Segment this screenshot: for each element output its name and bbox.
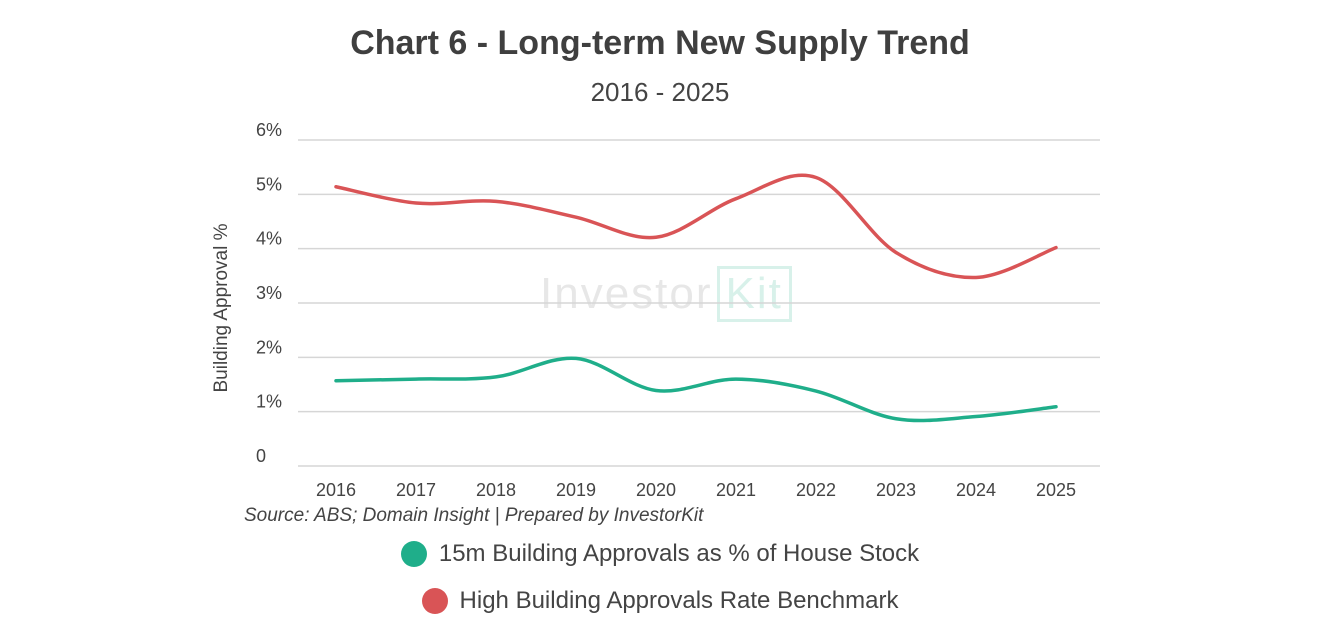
x-tick-label: 2017: [396, 480, 436, 500]
legend-item-series-1: 15m Building Approvals as % of House Sto…: [0, 540, 1320, 568]
chart-title: Chart 6 - Long-term New Supply Trend: [350, 24, 970, 62]
y-tick-label: 3%: [256, 283, 282, 303]
x-tick-label: 2016: [316, 480, 356, 500]
legend-marker-series-1: [400, 541, 427, 567]
x-tick-label: 2018: [476, 480, 516, 500]
y-tick-label: 5%: [256, 174, 282, 194]
y-tick-label: 2%: [256, 337, 282, 357]
series-line-1: [334, 356, 1058, 423]
legend-marker-series-2: [421, 588, 448, 614]
gridlines: [298, 139, 1100, 467]
investorkit-watermark: Investor Kit: [540, 266, 792, 322]
legend-label-series-1: 15m Building Approvals as % of House Sto…: [438, 540, 920, 567]
x-tick-label: 2022: [796, 480, 836, 500]
y-tick-label: 4%: [256, 229, 282, 249]
y-axis-label: Building Approval %: [211, 223, 232, 393]
x-tick-label: 2019: [556, 480, 596, 500]
legend-label-series-2: High Building Approvals Rate Benchmark: [459, 587, 899, 614]
chart-subtitle: 2016 - 2025: [590, 77, 730, 107]
legend-item-series-2: High Building Approvals Rate Benchmark: [0, 587, 1320, 615]
source-note: Source: ABS; Domain Insight | Prepared b…: [244, 505, 704, 526]
y-tick-label: 0: [256, 446, 266, 466]
y-tick-labels: 0 1% 2% 3% 4% 5% 6%: [256, 120, 282, 466]
watermark-text: Investor: [540, 269, 713, 318]
watermark-kit: Kit: [716, 266, 792, 322]
x-tick-label: 2020: [636, 480, 676, 500]
x-tick-label: 2025: [1036, 480, 1076, 500]
x-tick-labels: 2016 2017 2018 2019 2020 2021 2022 2023 2024 2025: [316, 480, 1076, 500]
y-tick-label: 6%: [256, 120, 282, 140]
x-tick-label: 2024: [956, 480, 996, 500]
x-tick-label: 2021: [716, 480, 756, 500]
series-lines: [334, 173, 1058, 423]
series-line-2: [334, 173, 1058, 280]
y-tick-label: 1%: [256, 392, 282, 412]
x-tick-label: 2023: [876, 480, 916, 500]
